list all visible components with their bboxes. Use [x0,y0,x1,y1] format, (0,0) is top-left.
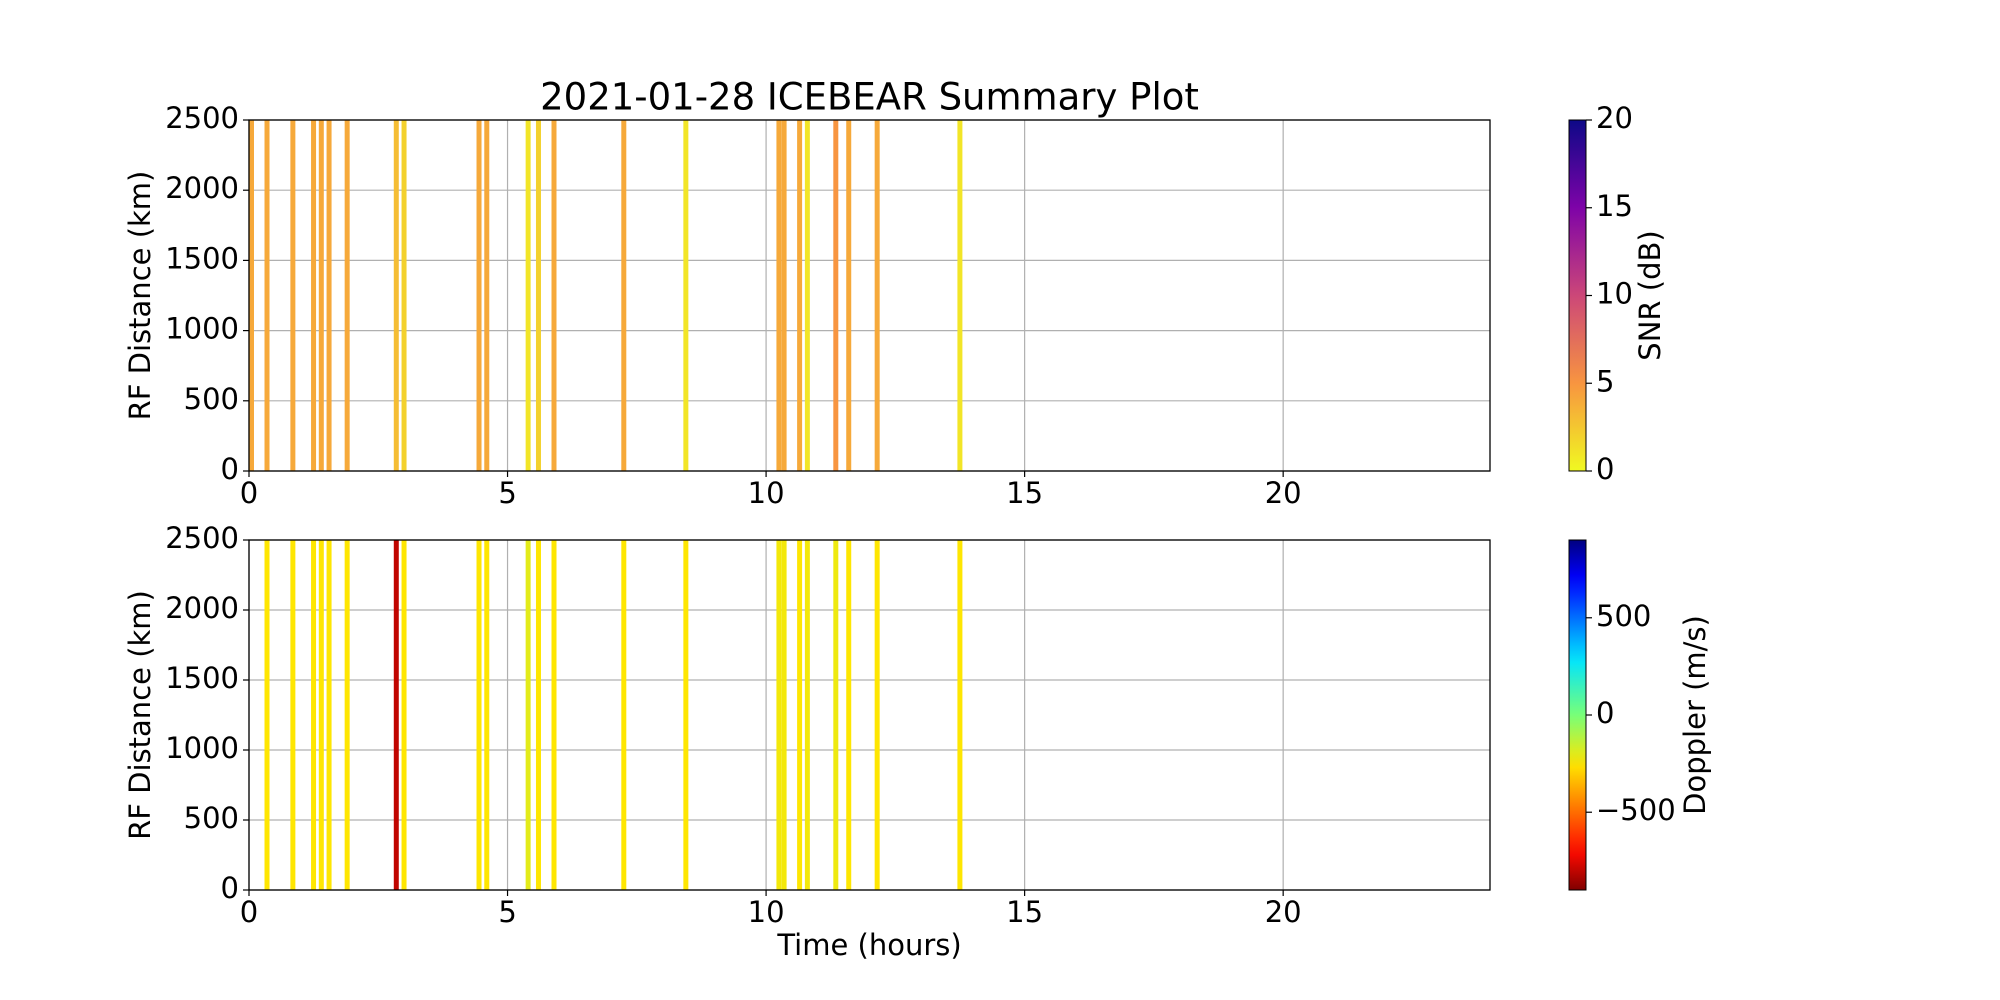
strip [264,540,270,890]
colorbar [1568,539,1587,891]
y-tick-label: 1500 [165,241,239,275]
strip [264,120,270,471]
strip [311,540,317,890]
strip [401,120,407,471]
strip [621,540,627,890]
colorbar-tick-label: 10 [1596,277,1633,311]
colorbar-tick-label: 15 [1596,189,1633,223]
strip [846,540,852,890]
axes-frame [248,539,1491,891]
strip [249,120,254,471]
panel: 0 5 10 15 20 0 500 1000 1500 2000 2500 RF Distance … [123,521,1712,962]
strip [621,120,627,471]
strip [311,120,317,471]
x-tick-label: 15 [1006,895,1043,929]
y-tick-label: 1000 [165,312,239,346]
strip [318,540,324,890]
x-tick-label: 5 [498,476,516,510]
x-tick-label: 10 [748,476,785,510]
strip [551,540,557,890]
colorbar-tick-label: 0 [1596,696,1614,730]
strip [797,540,803,890]
strip [344,120,350,471]
strip [957,120,963,471]
strip [535,120,541,471]
x-tick-label: 0 [240,476,258,510]
y-axis-label: RF Distance (km) [123,171,157,421]
strip [525,120,531,471]
strip [484,540,490,890]
y-tick-label: 2500 [165,101,239,135]
strip [326,120,332,471]
colorbar-tick-label: 20 [1596,101,1633,135]
colorbar [1568,119,1587,472]
strip [393,540,399,890]
strip [804,540,810,890]
strip [318,120,324,471]
strip [846,120,852,471]
strip [833,120,839,471]
strip [776,120,782,471]
strip [874,120,880,471]
strip [476,540,482,890]
axes-frame [248,119,1491,472]
strip [290,540,296,890]
strip [484,120,490,471]
strip [476,120,482,471]
y-tick-label: 2000 [165,171,239,205]
strip [551,120,557,471]
x-axis-label: Time (hours) [776,928,961,962]
colorbar-label: Doppler (m/s) [1678,615,1712,815]
strip [781,120,787,471]
x-tick-label: 15 [1006,476,1043,510]
x-tick-label: 0 [240,895,258,929]
strip [957,540,963,890]
x-tick-label: 20 [1265,895,1302,929]
x-tick-label: 20 [1265,476,1302,510]
strip [874,540,880,890]
chart-title: 2021-01-28 ICEBEAR Summary Plot [540,76,1199,119]
strip [401,540,407,890]
strip [535,540,541,890]
y-tick-label: 1500 [165,661,239,695]
y-tick-label: 1000 [165,731,239,765]
strip [683,120,689,471]
y-tick-label: 2500 [165,521,239,555]
strip [776,540,782,890]
y-tick-label: 0 [221,871,239,905]
strip [525,540,531,890]
strip [290,120,296,471]
strip [683,540,689,890]
panel: 0 5 10 15 20 0 500 1000 1500 2000 2500 RF Distance … [123,76,1667,511]
colorbar-tick-label: 0 [1596,452,1614,486]
strip [344,540,350,890]
strip [781,540,787,890]
strip [393,120,399,471]
y-tick-label: 0 [221,452,239,486]
x-tick-label: 5 [498,895,516,929]
y-axis-label: RF Distance (km) [123,590,157,840]
colorbar-tick-label: 5 [1596,364,1614,398]
colorbar-label: SNR (dB) [1633,230,1667,360]
colorbar-tick-label: 500 [1596,599,1651,633]
y-tick-label: 500 [184,382,239,416]
strip [797,120,803,471]
x-tick-label: 10 [748,895,785,929]
y-tick-label: 500 [184,801,239,835]
strip [804,120,810,471]
colorbar-tick-label: −500 [1596,793,1676,827]
strip [326,540,332,890]
strip [833,540,839,890]
y-tick-label: 2000 [165,591,239,625]
